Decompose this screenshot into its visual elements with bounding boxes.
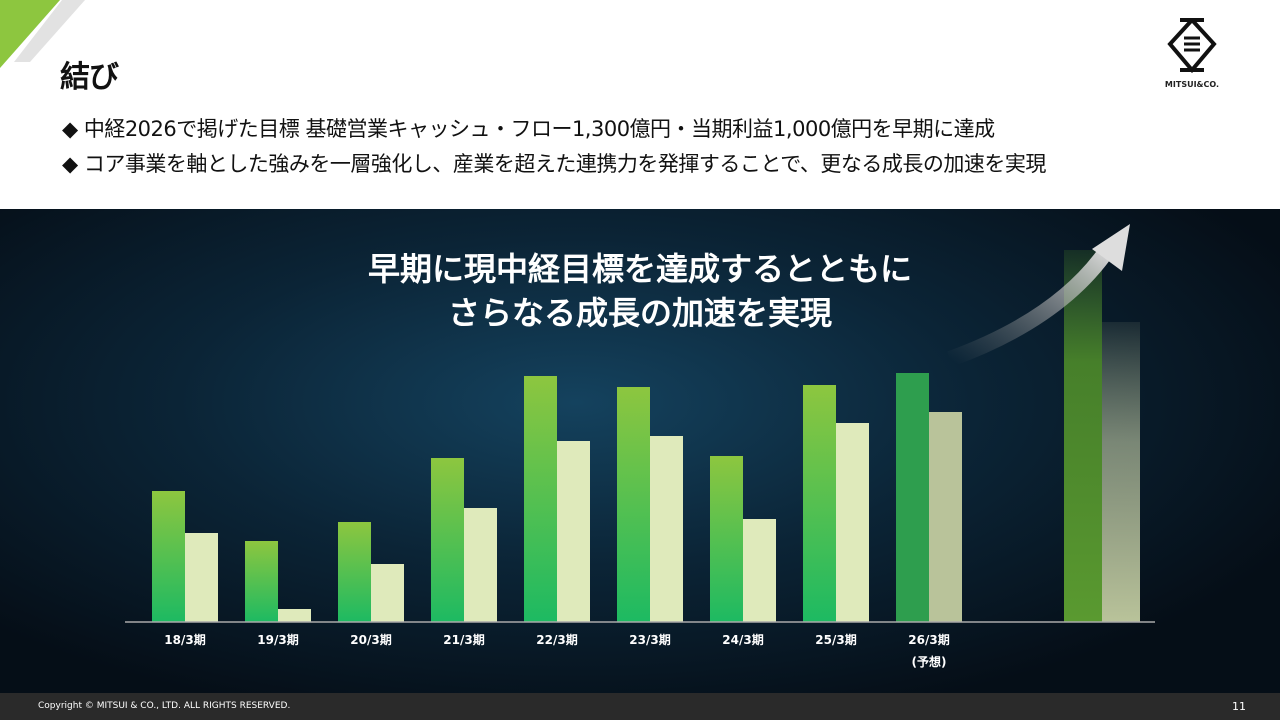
slide-title: 結び: [60, 60, 119, 95]
x-tick-label: 23/3期: [629, 632, 670, 647]
corner-accent: [0, 0, 85, 68]
bar-series2-2: [371, 564, 404, 622]
mitsui-logo-icon: [1167, 18, 1217, 74]
bar-series2-1: [278, 609, 311, 622]
bar-series2-0: [185, 533, 218, 622]
growth-arrow: [947, 224, 1130, 367]
footer: Copyright © MITSUI & CO., LTD. ALL RIGHT…: [0, 693, 1280, 720]
bar-series2-5: [650, 436, 683, 622]
bar-series1-1: [245, 541, 278, 622]
bar-series1-3: [431, 458, 464, 622]
page-number: 11: [1232, 700, 1246, 713]
x-tick-label: 19/3期: [257, 632, 298, 647]
x-tick-label: 25/3期: [815, 632, 856, 647]
bar-series1-0: [152, 491, 185, 622]
bar-series1-8: [896, 373, 929, 622]
x-tick-label: 22/3期: [536, 632, 577, 647]
bar-series2-6: [743, 519, 776, 622]
x-tick-label: 24/3期: [722, 632, 763, 647]
headline: 早期に現中経目標を達成するとともに さらなる成長の加速を実現: [367, 250, 912, 332]
bar-series1-2: [338, 522, 371, 622]
x-tick-label: 21/3期: [443, 632, 484, 647]
bar-series2-8: [929, 412, 962, 622]
x-tick-label: (予想): [912, 654, 947, 669]
bar-series1-9: [1064, 250, 1102, 622]
bar-series2-7: [836, 423, 869, 622]
copyright: Copyright © MITSUI & CO., LTD. ALL RIGHT…: [38, 701, 291, 711]
bar-series1-4: [524, 376, 557, 622]
x-tick-label: 26/3期: [908, 632, 949, 647]
bar-chart: 18/3期 19/3期 20/3期 21/3期 22/3期 23/3期 24/3期 25/3期…: [125, 224, 1155, 669]
bar-series2-3: [464, 508, 497, 622]
bar-series1-5: [617, 387, 650, 622]
bar-series2-4: [557, 441, 590, 622]
bullet-goal: ◆ 中経2026で掲げた目標 基礎営業キャッシュ・フロー1,300億円・当期利益…: [62, 117, 995, 141]
x-tick-label: 20/3期: [350, 632, 391, 647]
bar-series1-6: [710, 456, 743, 622]
company-logo: MITSUI&CO.: [1160, 16, 1224, 89]
bar-series2-9: [1102, 322, 1140, 622]
bullet-growth: ◆ コア事業を軸とした強みを一層強化し、産業を超えた連携力を発揮することで、更な…: [62, 152, 1046, 176]
x-tick-label: 18/3期: [164, 632, 205, 647]
chart-panel: 18/3期 19/3期 20/3期 21/3期 22/3期 23/3期 24/3期 25/3期…: [0, 209, 1280, 693]
bar-series1-7: [803, 385, 836, 622]
